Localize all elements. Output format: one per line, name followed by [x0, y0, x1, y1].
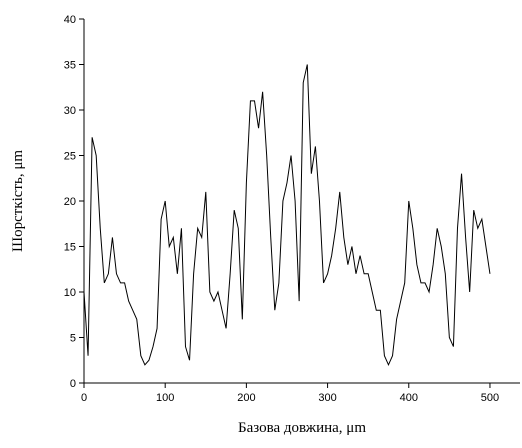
y-tick-label: 25	[64, 151, 76, 163]
x-tick-label: 400	[400, 392, 418, 404]
y-tick-label: 5	[70, 333, 76, 345]
x-tick-label: 200	[237, 392, 255, 404]
y-tick-label: 20	[64, 196, 76, 208]
y-tick-label: 0	[70, 378, 76, 390]
y-tick-label: 30	[64, 105, 76, 117]
x-tick-label: 300	[318, 392, 336, 404]
x-tick-label: 100	[156, 392, 174, 404]
x-tick-label: 500	[481, 392, 499, 404]
data-line	[83, 64, 491, 367]
y-tick-label: 35	[64, 60, 76, 72]
x-axis-label: Базова довжина, μm	[238, 420, 366, 436]
y-tick-label: 10	[64, 287, 76, 299]
x-tick-label: 0	[81, 392, 87, 404]
y-tick-label: 15	[64, 242, 76, 254]
y-tick-label: 40	[64, 14, 76, 26]
y-axis-label: Шорсткість, μm	[10, 150, 26, 252]
